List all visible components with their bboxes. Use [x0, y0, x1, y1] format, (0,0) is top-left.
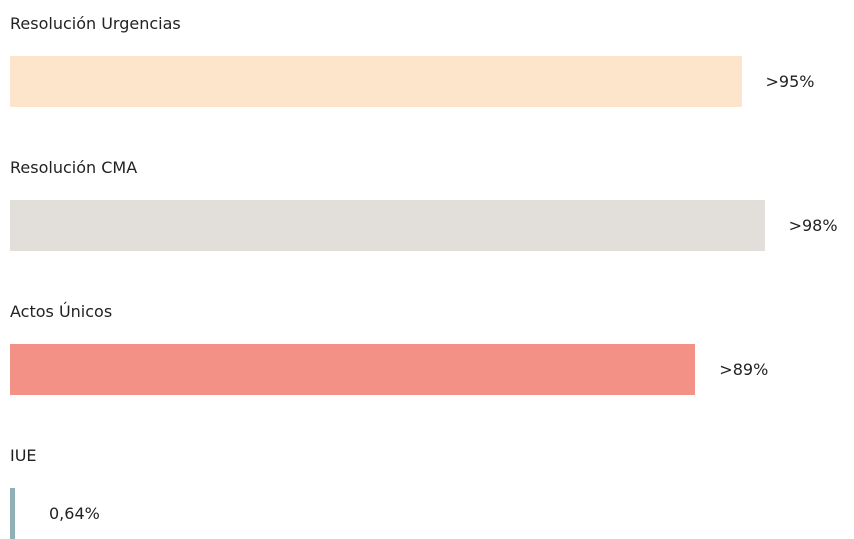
bar — [10, 200, 765, 251]
value-label: 0,64% — [49, 504, 100, 523]
category-label: Resolución Urgencias — [10, 14, 181, 33]
category-label: IUE — [10, 446, 37, 465]
value-label: >89% — [719, 360, 769, 379]
value-label: >98% — [788, 216, 838, 235]
bar — [10, 488, 15, 539]
bar — [10, 344, 696, 395]
value-label: >95% — [765, 72, 815, 91]
category-label: Actos Únicos — [10, 302, 113, 321]
category-label: Resolución CMA — [10, 158, 138, 177]
bar — [10, 56, 742, 107]
